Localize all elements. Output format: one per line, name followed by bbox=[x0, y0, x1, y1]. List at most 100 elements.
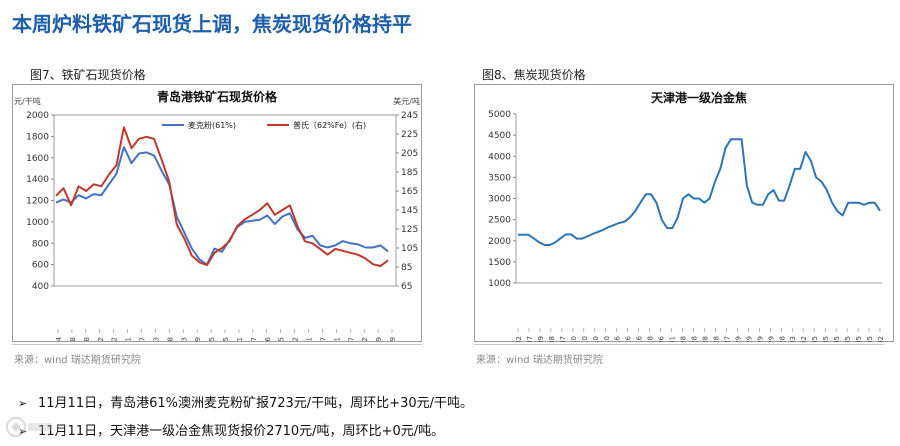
x-tick-label: 2021-01-04 bbox=[55, 336, 63, 342]
y-tick-label-left: 600 bbox=[32, 261, 49, 271]
x-tick-label: 2021-06-28 bbox=[701, 336, 709, 342]
bullet-text: 11月11日，青岛港61%澳洲麦克粉矿报723元/干吨，周环比+30元/干吨。 bbox=[38, 396, 473, 411]
x-tick-label: 2022-02-16 bbox=[264, 336, 272, 342]
x-tick-label: 2021-08-08 bbox=[166, 337, 174, 342]
x-tick-label: 2021-10-25 bbox=[208, 337, 216, 342]
series-line-coke bbox=[518, 138, 881, 246]
bullet-arrow-icon: ➢ bbox=[18, 425, 28, 438]
x-tick-label: 2022-01-17 bbox=[250, 337, 258, 342]
y-tick-label-left: 1200 bbox=[26, 197, 49, 207]
x-tick-label: 2021-08-27 bbox=[723, 336, 731, 342]
x-tick-label: 2021-10-29 bbox=[745, 336, 753, 342]
y-tick-label-right: 185 bbox=[401, 168, 418, 178]
figure-8-divider bbox=[474, 344, 884, 345]
x-tick-label: 2022-08-05 bbox=[844, 336, 852, 342]
chart-frame bbox=[474, 84, 894, 342]
x-tick-label: 2022-07-05 bbox=[833, 336, 841, 342]
x-tick-label: 2022-08-22 bbox=[361, 337, 369, 342]
figure-7-divider bbox=[12, 344, 422, 345]
x-tick-label: 2020-03-09 bbox=[537, 336, 545, 342]
x-tick-label: 2021-03-31 bbox=[669, 336, 677, 342]
x-tick-label: 2022-05-11 bbox=[306, 337, 314, 342]
series-line-platts bbox=[55, 126, 389, 268]
x-tick-label: 2022-09-05 bbox=[855, 336, 863, 342]
x-tick-label: 2021-02-28 bbox=[83, 337, 91, 342]
x-tick-label: 2021-09-29 bbox=[734, 336, 742, 342]
y-tick-label-left: 1800 bbox=[26, 132, 49, 142]
x-tick-label: 2021-03-22 bbox=[97, 337, 105, 342]
x-tick-label: 2020-10-16 bbox=[614, 335, 622, 342]
x-tick-label: 2020-05-07 bbox=[559, 336, 567, 342]
x-tick-label: 2022-06-05 bbox=[822, 336, 830, 342]
y-tick-label: 1500 bbox=[488, 258, 511, 268]
series-line-mcfarlane bbox=[55, 146, 389, 266]
x-tick-label: 2022-07-27 bbox=[347, 337, 355, 342]
legend-label: 普氏（62%Fe）(右) bbox=[293, 120, 366, 130]
x-tick-label: 2021-05-28 bbox=[691, 336, 699, 342]
x-tick-label: 2021-11-25 bbox=[222, 337, 230, 342]
x-tick-label: 2021-01-18 bbox=[647, 336, 655, 342]
y-tick-label-left: 1400 bbox=[26, 175, 49, 185]
figure-7-label: 图7、铁矿石现货价格 bbox=[30, 68, 146, 82]
x-tick-label: 2022-06-07 bbox=[319, 337, 327, 342]
y-tick-label-right: 205 bbox=[401, 149, 418, 159]
x-tick-label: 2022-05-05 bbox=[811, 336, 819, 342]
y-tick-label-left: 1000 bbox=[26, 218, 49, 228]
x-tick-label: 2021-06-17 bbox=[139, 337, 147, 342]
x-tick-label: 2022-01-28 bbox=[778, 336, 786, 342]
y-tick-label: 3500 bbox=[488, 173, 511, 183]
x-tick-label: 2022-10-05 bbox=[866, 336, 874, 342]
x-tick-label: 2022-11-02 bbox=[877, 336, 885, 342]
y-tick-label: 2000 bbox=[488, 237, 511, 247]
x-tick-label: 2021-05-21 bbox=[125, 337, 133, 342]
chart-frame bbox=[12, 84, 422, 342]
x-tick-label: 2020-04-08 bbox=[548, 336, 556, 342]
x-tick-label: 2022-04-12 bbox=[292, 337, 300, 342]
bullet-text: 11月11日，天津港一级冶金焦现货报价2710元/吨，周环比+0元/吨。 bbox=[38, 424, 445, 439]
x-tick-label: 2022-10-19 bbox=[389, 337, 397, 342]
y-axis-left-unit: 元/干吨 bbox=[14, 96, 41, 106]
x-tick-label: 2022-03-15 bbox=[278, 337, 286, 342]
legend-label: 麦克粉(61%) bbox=[188, 120, 236, 130]
x-tick-label: 2022-04-02 bbox=[800, 336, 808, 342]
y-tick-label-right: 85 bbox=[401, 263, 412, 273]
y-axis-right-unit: 美元/吨 bbox=[393, 96, 420, 106]
x-tick-label: 2021-02-26 bbox=[658, 335, 666, 342]
x-tick-label: 2021-09-03 bbox=[180, 337, 188, 342]
y-tick-label: 4000 bbox=[488, 152, 511, 162]
x-tick-label: 2020-02-07 bbox=[526, 336, 534, 342]
y-tick-label-left: 800 bbox=[32, 239, 49, 249]
figure-7-source: 来源：wind 瑞达期货研究院 bbox=[14, 355, 141, 366]
x-tick-label: 2020-07-10 bbox=[581, 336, 589, 342]
x-tick-label: 2020-01-02 bbox=[515, 336, 523, 342]
y-tick-label-right: 65 bbox=[401, 282, 412, 292]
x-tick-label: 2022-09-19 bbox=[375, 337, 383, 342]
x-tick-label: 2021-07-28 bbox=[712, 336, 720, 342]
x-tick-label: 2021-12-21 bbox=[236, 337, 244, 342]
x-tick-label: 2020-12-16 bbox=[636, 335, 644, 342]
x-tick-label: 2021-11-29 bbox=[756, 336, 764, 342]
x-tick-label: 2022-03-03 bbox=[789, 336, 797, 342]
y-tick-label-right: 125 bbox=[401, 225, 418, 235]
chart-title: 青岛港铁矿石现货价格 bbox=[157, 89, 278, 104]
figure-8-label: 图8、焦炭现货价格 bbox=[482, 68, 586, 82]
bullet-iron-ore: ➢ 11月11日，青岛港61%澳洲麦克粉矿报723元/干吨，周环比+30元/干吨。 bbox=[18, 392, 473, 411]
x-tick-label: 2021-12-29 bbox=[767, 336, 775, 342]
y-tick-label: 2500 bbox=[488, 216, 511, 226]
y-tick-label: 1000 bbox=[488, 279, 511, 289]
bullet-coke: ➢ 11月11日，天津港一级冶金焦现货报价2710元/吨，周环比+0元/吨。 bbox=[18, 420, 444, 439]
x-tick-label: 2021-07-13 bbox=[152, 337, 160, 342]
x-tick-label: 2021-04-22 bbox=[111, 337, 119, 342]
chart-title: 天津港一级冶金焦 bbox=[651, 90, 747, 105]
x-tick-label: 2020-09-10 bbox=[603, 336, 611, 342]
y-tick-label: 4500 bbox=[488, 131, 511, 141]
y-tick-label-right: 225 bbox=[401, 130, 418, 140]
y-tick-label-left: 2000 bbox=[26, 111, 49, 121]
y-tick-label-left: 1600 bbox=[26, 154, 49, 164]
coke-price-chart: 天津港一级冶金焦 1000 1500 2000 2500 3000 3500 4000 4500… bbox=[474, 84, 894, 342]
page-title: 本周炉料铁矿石现货上调，焦炭现货价格持平 bbox=[12, 12, 412, 36]
y-tick-label-right: 245 bbox=[401, 111, 418, 121]
y-tick-label-right: 105 bbox=[401, 244, 418, 254]
y-tick-label-right: 145 bbox=[401, 206, 418, 216]
y-tick-label: 3000 bbox=[488, 195, 511, 205]
